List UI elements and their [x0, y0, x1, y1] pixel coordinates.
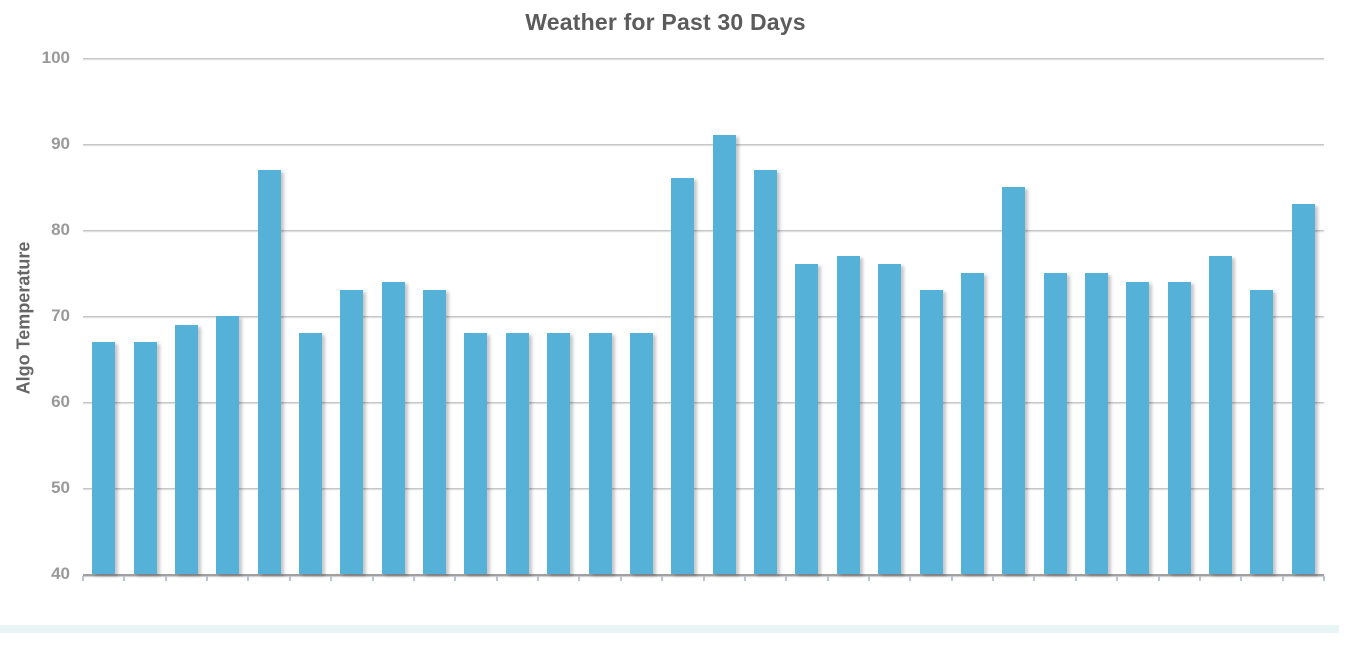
y-tick-label: 50: [51, 478, 70, 497]
x-tick-mark: [412, 576, 415, 581]
x-tick-mark: [702, 576, 705, 581]
bar[interactable]: [92, 341, 116, 574]
bar[interactable]: [1126, 281, 1150, 574]
x-tick-mark: [909, 576, 912, 581]
x-tick-mark: [867, 576, 870, 581]
y-tick-label: 70: [51, 306, 70, 325]
x-tick-mark: [785, 576, 788, 581]
x-tick-mark: [578, 576, 581, 581]
bar[interactable]: [174, 324, 198, 574]
bar[interactable]: [464, 333, 488, 574]
bar[interactable]: [547, 333, 571, 574]
bar[interactable]: [878, 264, 902, 574]
bar[interactable]: [505, 333, 529, 574]
y-tick-label: 80: [51, 220, 70, 239]
x-tick-mark: [1033, 576, 1036, 581]
bar[interactable]: [1250, 290, 1274, 574]
x-tick-mark: [1116, 576, 1119, 581]
bar[interactable]: [340, 290, 364, 574]
bar[interactable]: [381, 281, 405, 574]
x-tick-mark: [619, 576, 622, 581]
x-tick-mark: [82, 576, 84, 581]
bar[interactable]: [1002, 187, 1026, 574]
y-tick-label: 40: [51, 564, 70, 583]
x-tick-mark: [206, 576, 209, 581]
x-tick-mark: [1281, 576, 1284, 581]
y-tick-label: 100: [41, 48, 70, 67]
y-tick-label: 90: [51, 134, 70, 153]
bar[interactable]: [1043, 273, 1067, 574]
bar[interactable]: [1167, 281, 1191, 574]
bar[interactable]: [754, 169, 778, 574]
x-tick-mark: [1323, 576, 1325, 581]
x-tick-mark: [743, 576, 746, 581]
x-tick-mark: [371, 576, 374, 581]
x-tick-mark: [1157, 576, 1160, 581]
bar[interactable]: [299, 333, 323, 574]
bar[interactable]: [836, 255, 860, 574]
gridline: [83, 144, 1324, 145]
bar[interactable]: [257, 169, 281, 574]
bar[interactable]: [216, 316, 240, 574]
x-tick-mark: [247, 576, 250, 581]
bar[interactable]: [960, 273, 984, 574]
chart-title: Weather for Past 30 Days: [525, 9, 806, 35]
x-tick-mark: [288, 576, 291, 581]
gridline: [83, 58, 1324, 59]
bar[interactable]: [1084, 273, 1108, 574]
bar[interactable]: [423, 290, 447, 574]
x-tick-mark: [826, 576, 829, 581]
x-tick-mark: [537, 576, 540, 581]
x-tick-mark: [330, 576, 333, 581]
x-tick-mark: [992, 576, 995, 581]
x-tick-mark: [661, 576, 664, 581]
x-tick-mark: [123, 576, 126, 581]
bar[interactable]: [629, 333, 653, 574]
gridline: [83, 316, 1324, 317]
gridline: [83, 230, 1324, 231]
x-tick-mark: [1074, 576, 1077, 581]
x-tick-mark: [1240, 576, 1243, 581]
bar[interactable]: [1291, 204, 1315, 574]
bar[interactable]: [1209, 255, 1233, 574]
x-axis-line: [83, 574, 1324, 576]
x-tick-mark: [454, 576, 457, 581]
x-tick-mark: [950, 576, 953, 581]
x-tick-mark: [164, 576, 167, 581]
bar[interactable]: [671, 178, 695, 574]
x-tick-mark: [1198, 576, 1201, 581]
x-tick-mark: [495, 576, 498, 581]
bar[interactable]: [795, 264, 819, 574]
bar[interactable]: [712, 135, 736, 574]
y-tick-label: 60: [51, 392, 70, 411]
bar[interactable]: [133, 341, 157, 574]
bar[interactable]: [588, 333, 612, 574]
bottom-panel-strip: [0, 625, 1339, 633]
plot-area: [82, 58, 1325, 581]
bar[interactable]: [919, 290, 943, 574]
gridline: [83, 402, 1324, 403]
gridline: [83, 488, 1324, 489]
